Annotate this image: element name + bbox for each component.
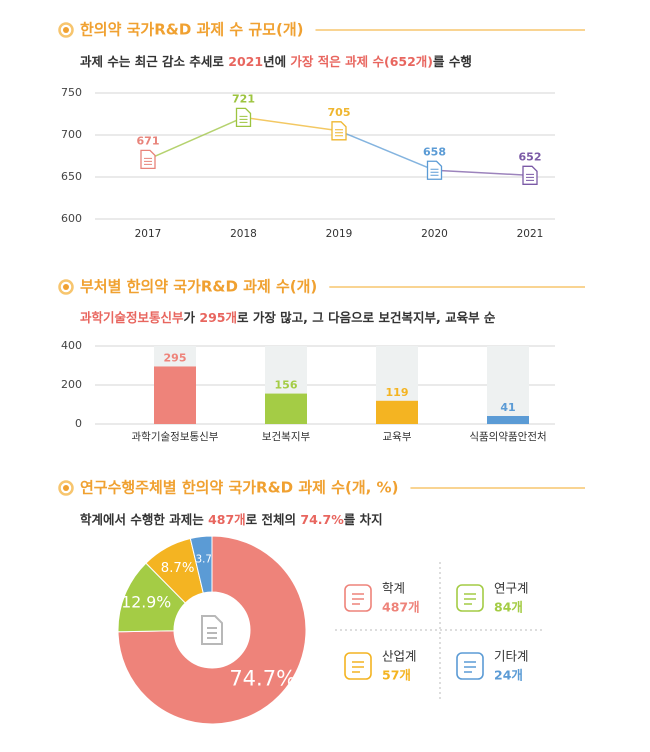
bullet-dot — [63, 485, 69, 491]
bar — [265, 393, 307, 424]
subtitle-part: 학계에서 수행한 과제는 — [80, 512, 208, 527]
slice-label: 8.7% — [161, 561, 195, 576]
x-tick-label: 2017 — [135, 228, 162, 240]
line-segment — [434, 169, 531, 177]
value-label: 721 — [232, 92, 255, 105]
x-tick-label: 2019 — [326, 228, 353, 240]
bullet-dot — [63, 27, 69, 33]
marker-lines — [526, 173, 534, 181]
subtitle: 과제 수는 최근 감소 추세로 2021년에 가장 적은 과제 수(652개)를… — [80, 54, 472, 69]
value-label: 156 — [275, 379, 298, 392]
section-title: 부처별 한의약 국가R&D 과제 수(개) — [80, 278, 317, 296]
marker-lines — [144, 157, 152, 165]
subtitle-part: 과제 수는 최근 감소 추세로 — [80, 54, 228, 69]
subtitle: 과학기술정보통신부가 295개로 가장 많고, 그 다음으로 보건복지부, 교육… — [80, 310, 496, 325]
marker-lines — [430, 168, 439, 176]
marker-lines — [239, 115, 248, 123]
y-tick-label: 200 — [61, 378, 82, 391]
bullet-ring — [58, 279, 74, 295]
value-label: 119 — [386, 386, 409, 399]
bar — [487, 416, 529, 424]
y-tick-label: 700 — [61, 128, 82, 141]
subtitle-part: 74.7% — [300, 512, 344, 527]
subtitle-part: 년에 — [263, 54, 290, 69]
x-tick-label: 과학기술정보통신부 — [132, 431, 219, 443]
y-tick-label: 750 — [61, 86, 82, 99]
point-marker — [235, 107, 252, 128]
point-marker — [140, 149, 156, 170]
legend-icon-detail — [352, 661, 364, 673]
value-label: 41 — [500, 401, 515, 414]
marker-lines — [335, 129, 343, 137]
value-label: 671 — [137, 134, 160, 147]
bullet-dot — [63, 284, 69, 290]
legend-count: 24개 — [494, 668, 523, 683]
slice-label: 3.7 — [196, 554, 212, 565]
legend-name: 학계 — [382, 581, 405, 596]
x-tick-label: 교육부 — [383, 431, 412, 443]
subtitle-part: 가장 적은 과제 수(652개) — [290, 54, 433, 69]
x-tick-label: 식품의약품안전처 — [469, 431, 546, 443]
bullet-ring — [58, 22, 74, 38]
legend-icon — [456, 584, 484, 612]
point-marker — [331, 121, 347, 141]
legend-name: 산업계 — [382, 649, 417, 664]
legend-icon-detail — [352, 593, 364, 605]
y-tick-label: 0 — [75, 417, 82, 430]
value-label: 652 — [519, 150, 542, 163]
bar — [154, 366, 196, 424]
subtitle-part: 487개 — [208, 512, 246, 527]
center-icon — [201, 615, 223, 645]
y-tick-label: 600 — [61, 212, 82, 225]
value-label: 705 — [328, 106, 351, 119]
value-label: 295 — [164, 351, 187, 364]
legend-icon — [344, 584, 372, 612]
slice-label: 74.7% — [229, 667, 296, 691]
subtitle-part: 295개 — [199, 310, 237, 325]
subtitle-part: 를 수행 — [433, 54, 472, 69]
donut-hole — [174, 592, 250, 668]
legend-icon-detail — [464, 661, 476, 673]
legend-icon-detail — [464, 593, 476, 605]
legend-count: 487개 — [382, 600, 420, 615]
legend-icon — [344, 652, 372, 680]
subtitle-part: 를 차지 — [344, 512, 383, 527]
point-marker — [522, 165, 538, 185]
subtitle-part: 과학기술정보통신부 — [80, 310, 184, 325]
x-tick-label: 2021 — [517, 228, 544, 240]
bar — [376, 400, 418, 424]
legend-name: 연구계 — [494, 581, 529, 596]
subtitle-part: 로 전체의 — [246, 512, 301, 527]
subtitle-part: 로 가장 많고, 그 다음으로 보건복지부, 교육부 순 — [237, 310, 496, 325]
bar-background — [487, 346, 529, 424]
x-tick-label: 2020 — [421, 228, 448, 240]
value-label: 658 — [423, 145, 446, 158]
legend-icon — [456, 652, 484, 680]
line-segment — [243, 116, 340, 132]
subtitle-part: 가 — [184, 310, 200, 325]
point-marker — [426, 160, 443, 180]
x-tick-label: 2018 — [230, 228, 257, 240]
legend-count: 57개 — [382, 668, 411, 683]
line-segment — [338, 130, 435, 171]
line-segment — [147, 116, 244, 161]
y-tick-label: 650 — [61, 170, 82, 183]
bullet-ring — [58, 480, 74, 496]
y-tick-label: 400 — [61, 339, 82, 352]
section-title: 연구수행주체별 한의약 국가R&D 과제 수(개, %) — [80, 479, 398, 497]
legend-name: 기타계 — [494, 649, 529, 664]
donut-slice — [117, 535, 307, 725]
x-tick-label: 보건복지부 — [262, 431, 311, 443]
slice-label: 12.9% — [121, 593, 171, 612]
subtitle: 학계에서 수행한 과제는 487개로 전체의 74.7%를 차지 — [80, 512, 383, 527]
subtitle-part: 2021 — [228, 54, 263, 69]
section-title: 한의약 국가R&D 과제 수 규모(개) — [80, 21, 303, 39]
legend-count: 84개 — [494, 600, 523, 615]
